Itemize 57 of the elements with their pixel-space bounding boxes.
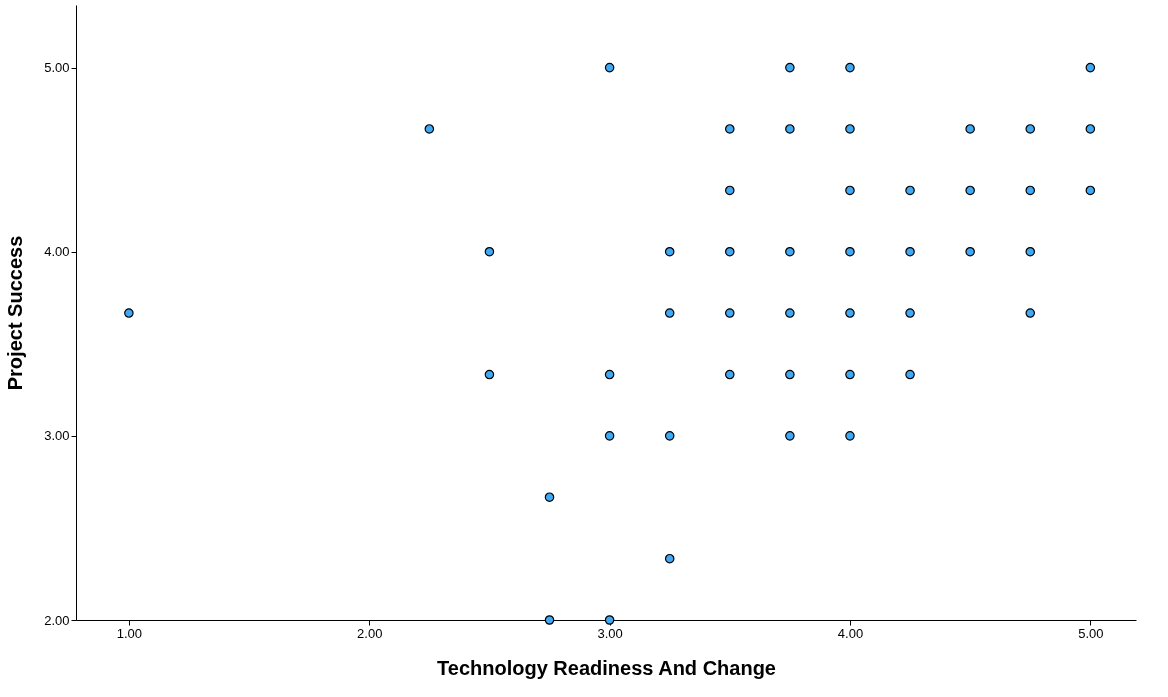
point (965, 246, 975, 257)
point (845, 124, 855, 134)
point (1025, 308, 1036, 318)
point (604, 615, 615, 625)
point (1085, 185, 1096, 196)
point (484, 246, 495, 257)
y-tick-label: 3.00 (44, 428, 70, 444)
point (725, 185, 735, 196)
point (845, 185, 855, 196)
point (905, 308, 915, 318)
point (664, 431, 675, 441)
point (1085, 62, 1096, 73)
point (785, 308, 795, 318)
point (905, 369, 915, 380)
point (1025, 124, 1036, 134)
point (664, 308, 675, 318)
point (785, 246, 795, 257)
point (725, 124, 735, 134)
x-axis-title: Technology Readiness And Change (437, 656, 776, 679)
x-tick-label: 3.00 (597, 625, 623, 641)
point (785, 369, 795, 380)
point (905, 185, 915, 196)
x-tick-label: 4.00 (837, 625, 864, 641)
y-tick-label: 5.00 (44, 60, 70, 76)
point (785, 124, 795, 134)
point (604, 62, 615, 73)
point (604, 369, 615, 380)
point (725, 246, 735, 257)
x-tick-label: 5.00 (1078, 625, 1104, 641)
x-tick-label: 1.00 (116, 625, 143, 641)
point (604, 431, 615, 441)
point (965, 185, 975, 196)
point (664, 246, 675, 257)
point (1025, 185, 1036, 196)
point (845, 62, 855, 73)
point (1025, 246, 1036, 257)
point (845, 246, 855, 257)
point (725, 369, 735, 380)
y-tick-label: 4.00 (44, 244, 70, 260)
point (965, 124, 975, 134)
point (785, 431, 795, 441)
point (664, 553, 675, 564)
point (905, 246, 915, 257)
point (544, 492, 555, 502)
point (785, 62, 795, 73)
point (1085, 124, 1096, 134)
point (845, 431, 855, 441)
y-axis-title: Project Success (4, 235, 27, 391)
point (725, 308, 735, 318)
y-tick-label: 2.00 (44, 612, 70, 628)
point (845, 369, 855, 380)
point (424, 124, 435, 134)
x-tick-label: 2.00 (357, 625, 383, 641)
point (544, 615, 555, 625)
point (845, 308, 855, 318)
point (124, 308, 134, 318)
point (484, 369, 495, 380)
